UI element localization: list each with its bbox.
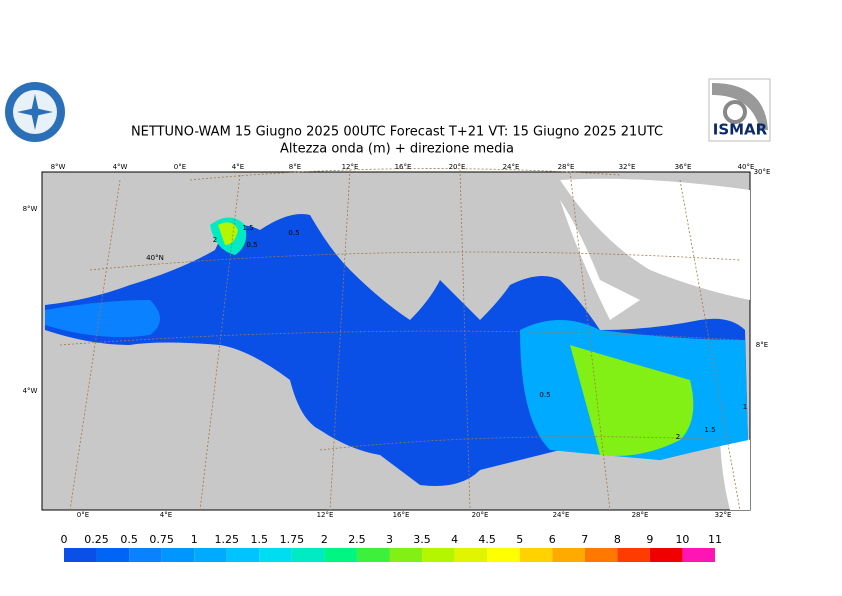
colorbar-swatch: [454, 548, 488, 562]
lat-label: 8°W: [23, 205, 38, 213]
colorbar-swatch: [649, 548, 683, 562]
lon-label: 32°E: [619, 163, 636, 171]
colorbar-swatch: [96, 548, 130, 562]
colorbar-swatch: [259, 548, 292, 562]
lon-label: 40°E: [738, 163, 755, 171]
colorbar-swatch: [129, 548, 162, 562]
lon-label: 4°E: [232, 163, 244, 171]
lon-label: 20°E: [449, 163, 466, 171]
lon-label: 20°E: [472, 511, 489, 519]
colorbar-label: 1: [191, 533, 198, 546]
lon-label: 32°E: [715, 511, 732, 519]
lon-label: 8°E: [289, 163, 301, 171]
contour-label: 0.5: [539, 391, 550, 399]
colorbar-label: 3.5: [413, 533, 431, 546]
colorbar-label: 1.25: [215, 533, 240, 546]
contour-label: 1.5: [242, 224, 253, 232]
colorbar-swatch: [422, 548, 455, 562]
contour-label: 2: [213, 236, 217, 244]
contour-label: 2: [676, 433, 680, 441]
colorbar-label: 6: [549, 533, 556, 546]
lon-label: 8°W: [51, 163, 66, 171]
lat-label: 4°W: [23, 387, 38, 395]
lon-label: 28°E: [632, 511, 649, 519]
map-labels: 8°W 4°W 0°E 4°E 8°E 12°E 16°E 20°E 24°E 28°E 32°E 3…: [23, 163, 771, 519]
logo-left: [5, 82, 65, 142]
lon-label: 30°E: [754, 168, 771, 176]
colorbar-label: 2.5: [348, 533, 366, 546]
colorbar-swatch: [356, 548, 390, 562]
map: [41, 168, 751, 511]
colorbar-label: 0.5: [120, 533, 138, 546]
colorbar-label: 1.75: [280, 533, 305, 546]
lat-label: 8°E: [756, 341, 768, 349]
colorbar-label: 0: [61, 533, 68, 546]
lon-label: 4°W: [113, 163, 128, 171]
contour-label: 1.5: [704, 426, 715, 434]
colorbar-label: 1.5: [251, 533, 269, 546]
lon-label: 16°E: [395, 163, 412, 171]
colorbar-swatch: [291, 548, 325, 562]
colorbar-swatch: [519, 548, 553, 562]
contour-label: 0.5: [288, 229, 299, 237]
title: NETTUNO-WAM 15 Giugno 2025 00UTC Forecas…: [131, 125, 663, 140]
lon-label: 28°E: [558, 163, 575, 171]
colorbar-label: 4: [451, 533, 458, 546]
lon-label: 4°E: [160, 511, 172, 519]
colorbar-swatch: [226, 548, 260, 562]
subtitle: Altezza onda (m) + direzione media: [280, 142, 514, 157]
contour-label: 0.5: [246, 241, 257, 249]
colorbar-swatch: [324, 548, 357, 562]
lon-label: 12°E: [317, 511, 334, 519]
lon-label: 0°E: [174, 163, 186, 171]
colorbar-swatch: [194, 548, 227, 562]
lon-label: 16°E: [393, 511, 410, 519]
lat-label: 40°N: [146, 254, 164, 262]
colorbar-swatch: [389, 548, 423, 562]
lon-label: 12°E: [342, 163, 359, 171]
colorbar-label: 0.75: [149, 533, 174, 546]
colorbar-swatch: [552, 548, 585, 562]
lon-label: 36°E: [675, 163, 692, 171]
colorbar-label: 7: [581, 533, 588, 546]
colorbar-swatch: [64, 548, 97, 562]
colorbar-label: 9: [646, 533, 653, 546]
colorbar-label: 5: [516, 533, 523, 546]
lon-label: 24°E: [553, 511, 570, 519]
colorbar: 0 0.25 0.5 0.75 1 1.25 1.5 1.75 2 2.5 3 3.5 4 4.5 5 6 7 8…: [61, 533, 722, 562]
colorbar-label: 8: [614, 533, 621, 546]
colorbar-label: 0.25: [84, 533, 109, 546]
colorbar-swatch: [584, 548, 618, 562]
colorbar-swatch: [682, 548, 715, 562]
lon-label: 24°E: [503, 163, 520, 171]
logo-right: ISMAR: [708, 78, 771, 142]
colorbar-label: 3: [386, 533, 393, 546]
colorbar-label: 2: [321, 533, 328, 546]
colorbar-swatch: [617, 548, 650, 562]
colorbar-swatch: [161, 548, 195, 562]
colorbar-label: 11: [708, 533, 722, 546]
contour-label: 1: [743, 403, 747, 411]
colorbar-swatch: [487, 548, 520, 562]
logo-text: ISMAR: [713, 121, 768, 139]
lon-label: 0°E: [77, 511, 89, 519]
colorbar-label: 10: [675, 533, 689, 546]
colorbar-label: 4.5: [478, 533, 496, 546]
